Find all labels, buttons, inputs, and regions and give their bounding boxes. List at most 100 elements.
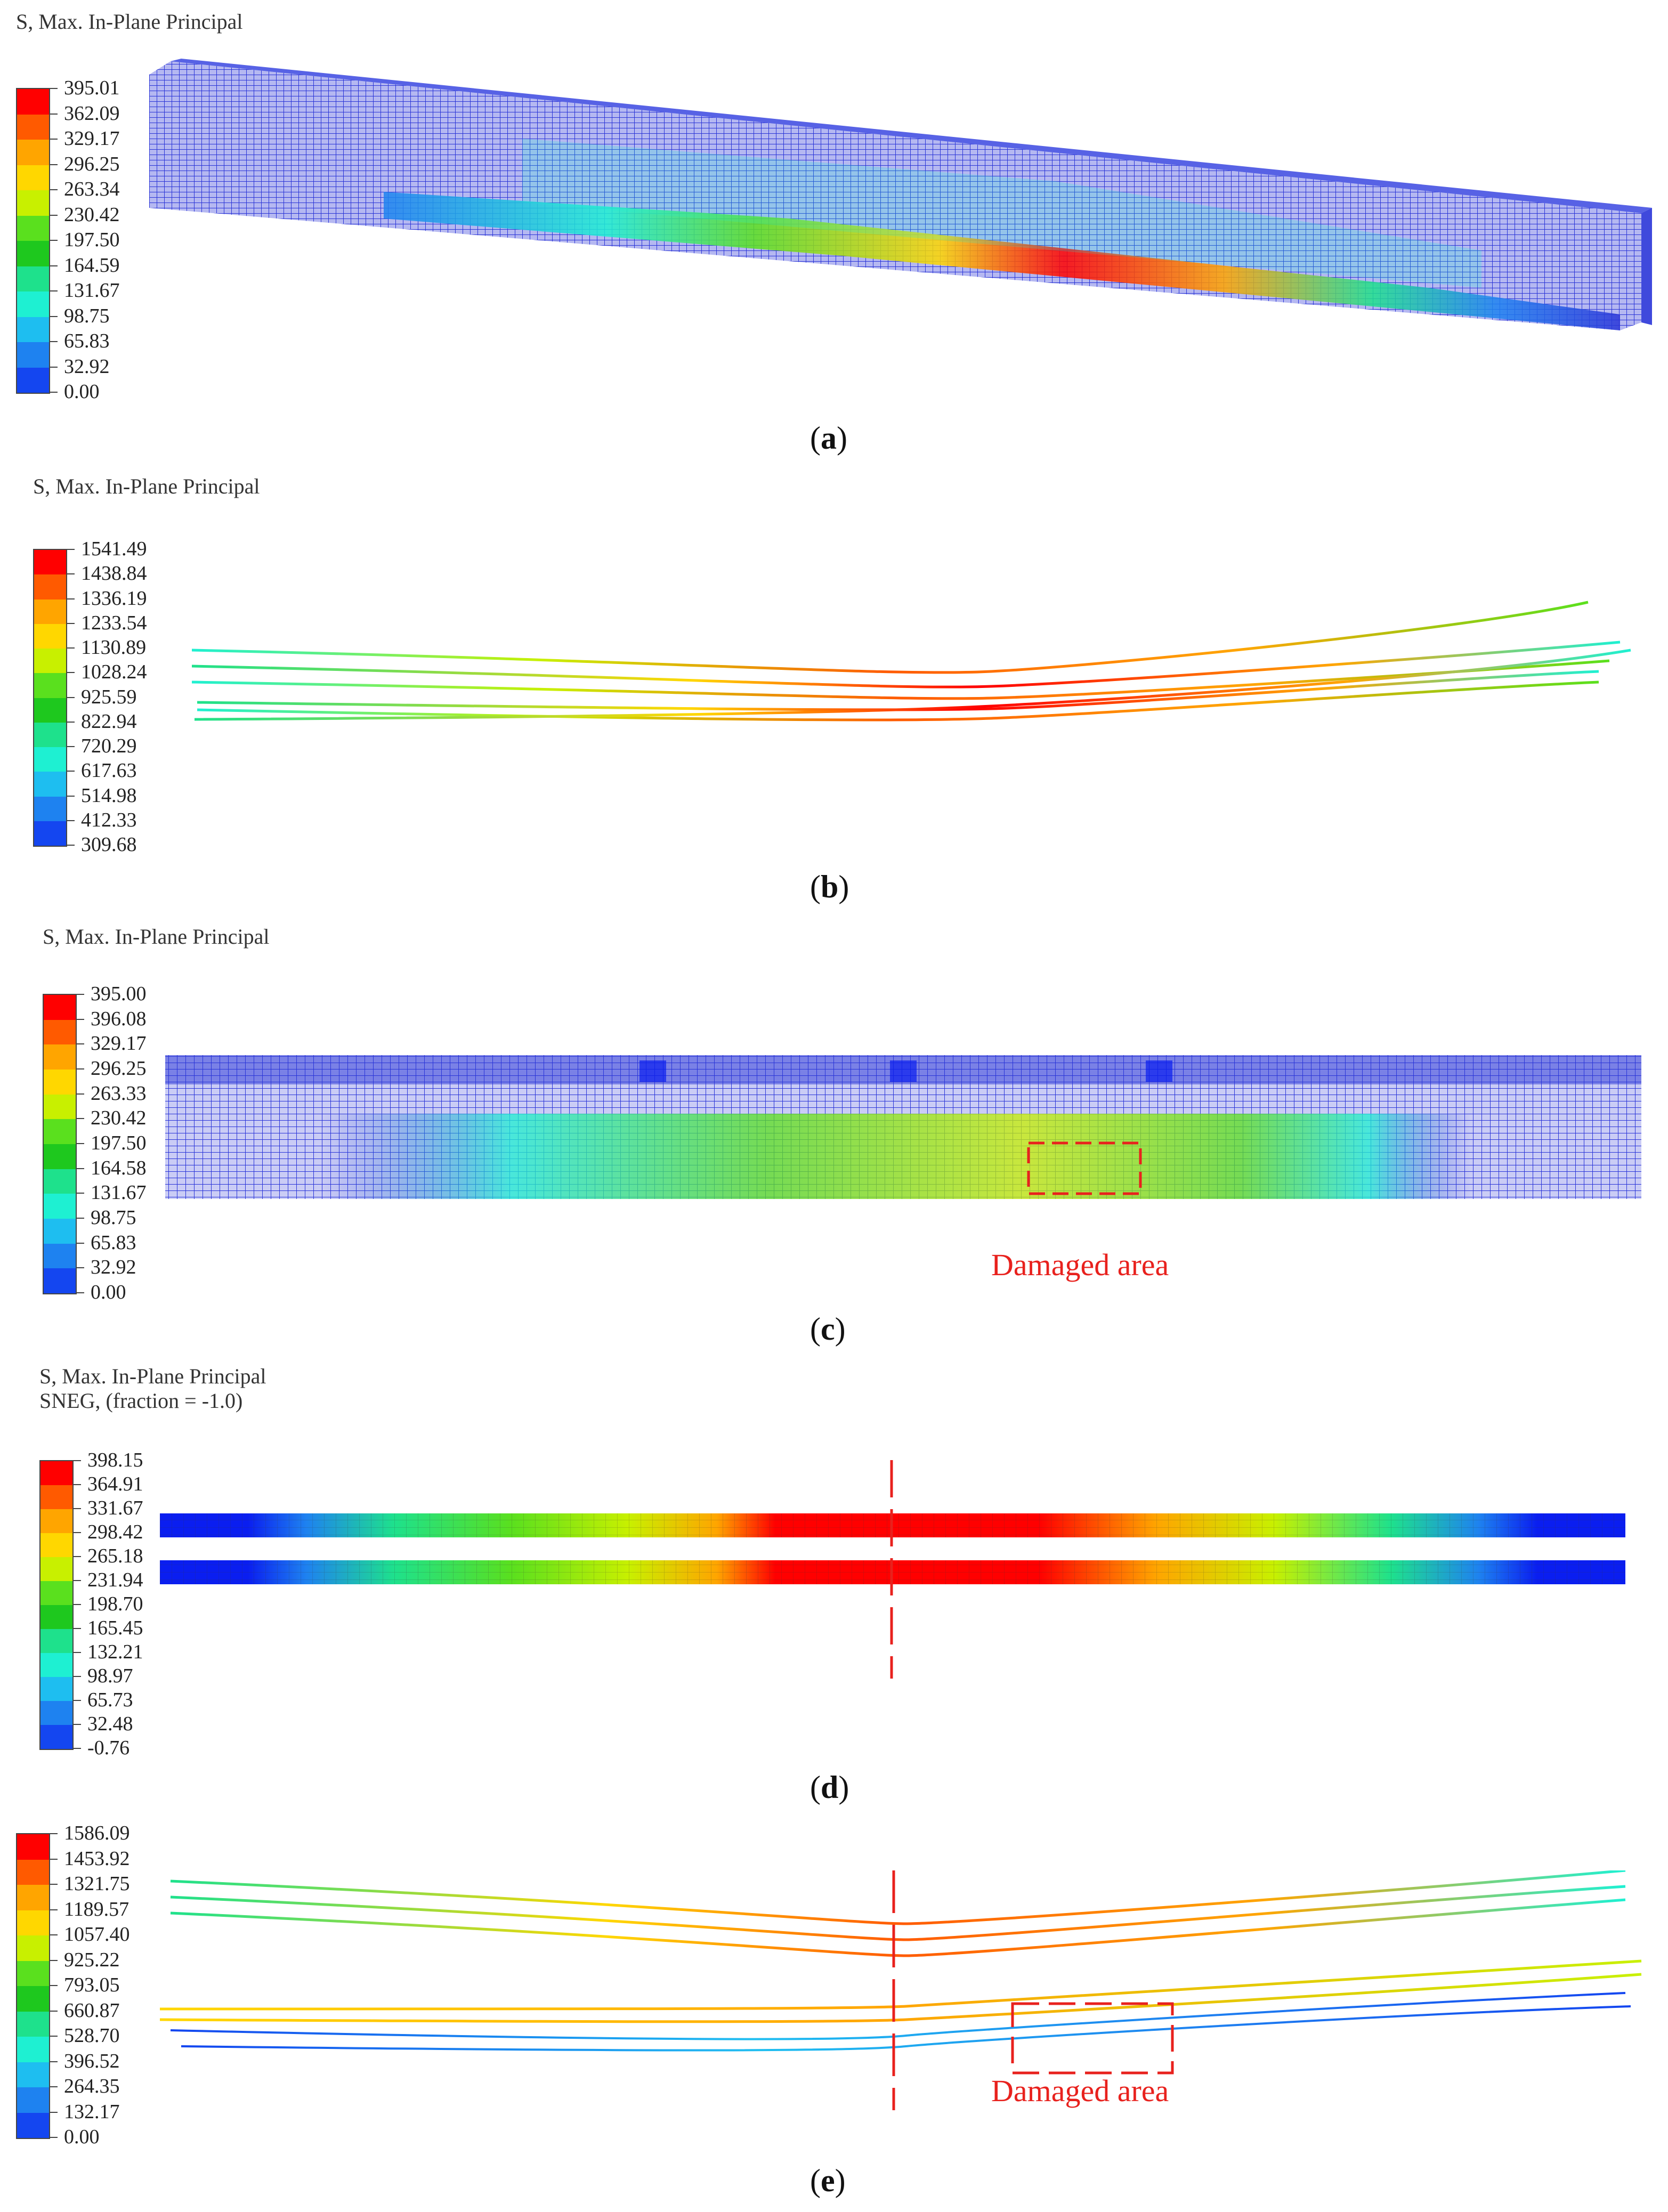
legend-tick [76,1143,84,1144]
damaged-area-box [1027,1141,1142,1195]
panel-c-title-line-1: S, Max. In-Plane Principal [43,925,270,949]
legend-band [17,1885,49,1910]
diaphragm-1 [639,1060,666,1082]
legend-band [34,722,66,747]
tendon-5 [160,1973,1642,2023]
legend-value: 197.50 [64,229,120,251]
legend-band [44,1243,76,1269]
legend-band [17,114,49,140]
legend-tick [49,1884,58,1885]
legend-tick [66,746,75,747]
legend-tick [66,820,75,821]
legend-tick [72,1508,81,1509]
legend-tick [49,88,58,89]
panel-d-title: S, Max. In-Plane Principal SNEG, (fracti… [39,1364,266,1413]
panel-b-title-line-1: S, Max. In-Plane Principal [33,474,260,498]
legend-band [44,1019,76,1045]
legend-value: 1057.40 [64,1923,130,1946]
legend-value: 1130.89 [81,636,147,659]
beam-end-face [1641,208,1652,325]
legend-tick [49,2061,58,2062]
legend-band [17,241,49,266]
legend-value: 298.42 [87,1521,143,1543]
tendon-1 [192,601,1589,674]
legend-tick [49,392,58,393]
legend-tick [49,290,58,291]
legend-tick [49,240,58,241]
legend-value: 412.33 [81,808,137,831]
legend-band [17,2087,49,2113]
legend-band [34,772,66,797]
legend-band [34,747,66,772]
legend-tick [66,622,75,624]
legend-band [41,1581,72,1605]
legend-tick [49,2036,58,2037]
legend-value: 65.73 [87,1689,133,1711]
legend-band [41,1701,72,1725]
legend-band [17,266,49,291]
legend-value: 362.09 [64,102,120,125]
legend-band [41,1533,72,1557]
legend-value: 396.52 [64,2049,120,2072]
legend-band [17,140,49,165]
legend-color-bar [39,1460,74,1750]
beam-side-tint [149,61,1641,330]
legend-value: 822.94 [81,710,137,733]
legend-band [44,995,76,1020]
legend-tick [49,1909,58,1910]
legend-band [44,1044,76,1069]
legend-band [34,673,66,698]
legend-band [34,649,66,674]
legend-band [34,623,66,649]
panel-c-caption: (c) [810,1311,846,1347]
legend-band [34,821,66,846]
legend-tick [49,2137,58,2138]
legend-band [17,1910,49,1935]
legend-value: 98.75 [91,1206,136,1229]
legend-value: 1438.84 [81,562,147,585]
legend-band [41,1509,72,1533]
legend-value: 263.33 [91,1082,147,1105]
panel-a-mesh-figure [149,59,1652,330]
legend-band [44,1268,76,1293]
legend-band [44,1144,76,1169]
legend-value: 925.59 [81,685,137,708]
legend-band [34,796,66,821]
legend-tick [66,795,75,797]
legend-tick [49,1985,58,1986]
panel-e-tendon-figure [160,1870,1642,2110]
legend-value: 65.83 [91,1231,136,1254]
legend-tick [66,672,75,674]
tendon-6 [170,1992,1626,2040]
legend-tick [49,1858,58,1860]
legend-tick [49,189,58,190]
diaphragm-2 [890,1060,917,1082]
legend-value: 1453.92 [64,1847,130,1870]
legend-tick [66,721,75,723]
legend-value: 720.29 [81,735,137,757]
tendon-7 [181,2005,1631,2052]
legend-tick [76,1168,84,1169]
legend-tick [72,1580,81,1581]
legend-value: 398.15 [87,1449,143,1471]
legend-value: 132.17 [64,2100,120,2123]
legend-tick [76,1242,84,1244]
legend-value: 164.58 [91,1156,147,1179]
legend-value: 265.18 [87,1545,143,1567]
legend-band [17,1986,49,2012]
legend-value: 1321.75 [64,1873,130,1895]
diaphragm-3 [1146,1060,1172,1082]
damaged-area-box [1011,2002,1174,2075]
legend-tick [72,1676,81,1677]
legend-band [17,1834,49,1860]
legend-value: 329.17 [91,1032,147,1055]
beam-stress-spread [522,139,1481,288]
legend-tick [76,1043,84,1045]
tendon-4 [197,670,1599,711]
legend-tick [76,1218,84,1219]
legend-color-bar [16,88,50,394]
legend-band [17,215,49,241]
beam-stress-zone [320,1114,1599,1199]
legend-value: 98.97 [87,1665,133,1687]
legend-value: 617.63 [81,759,137,782]
